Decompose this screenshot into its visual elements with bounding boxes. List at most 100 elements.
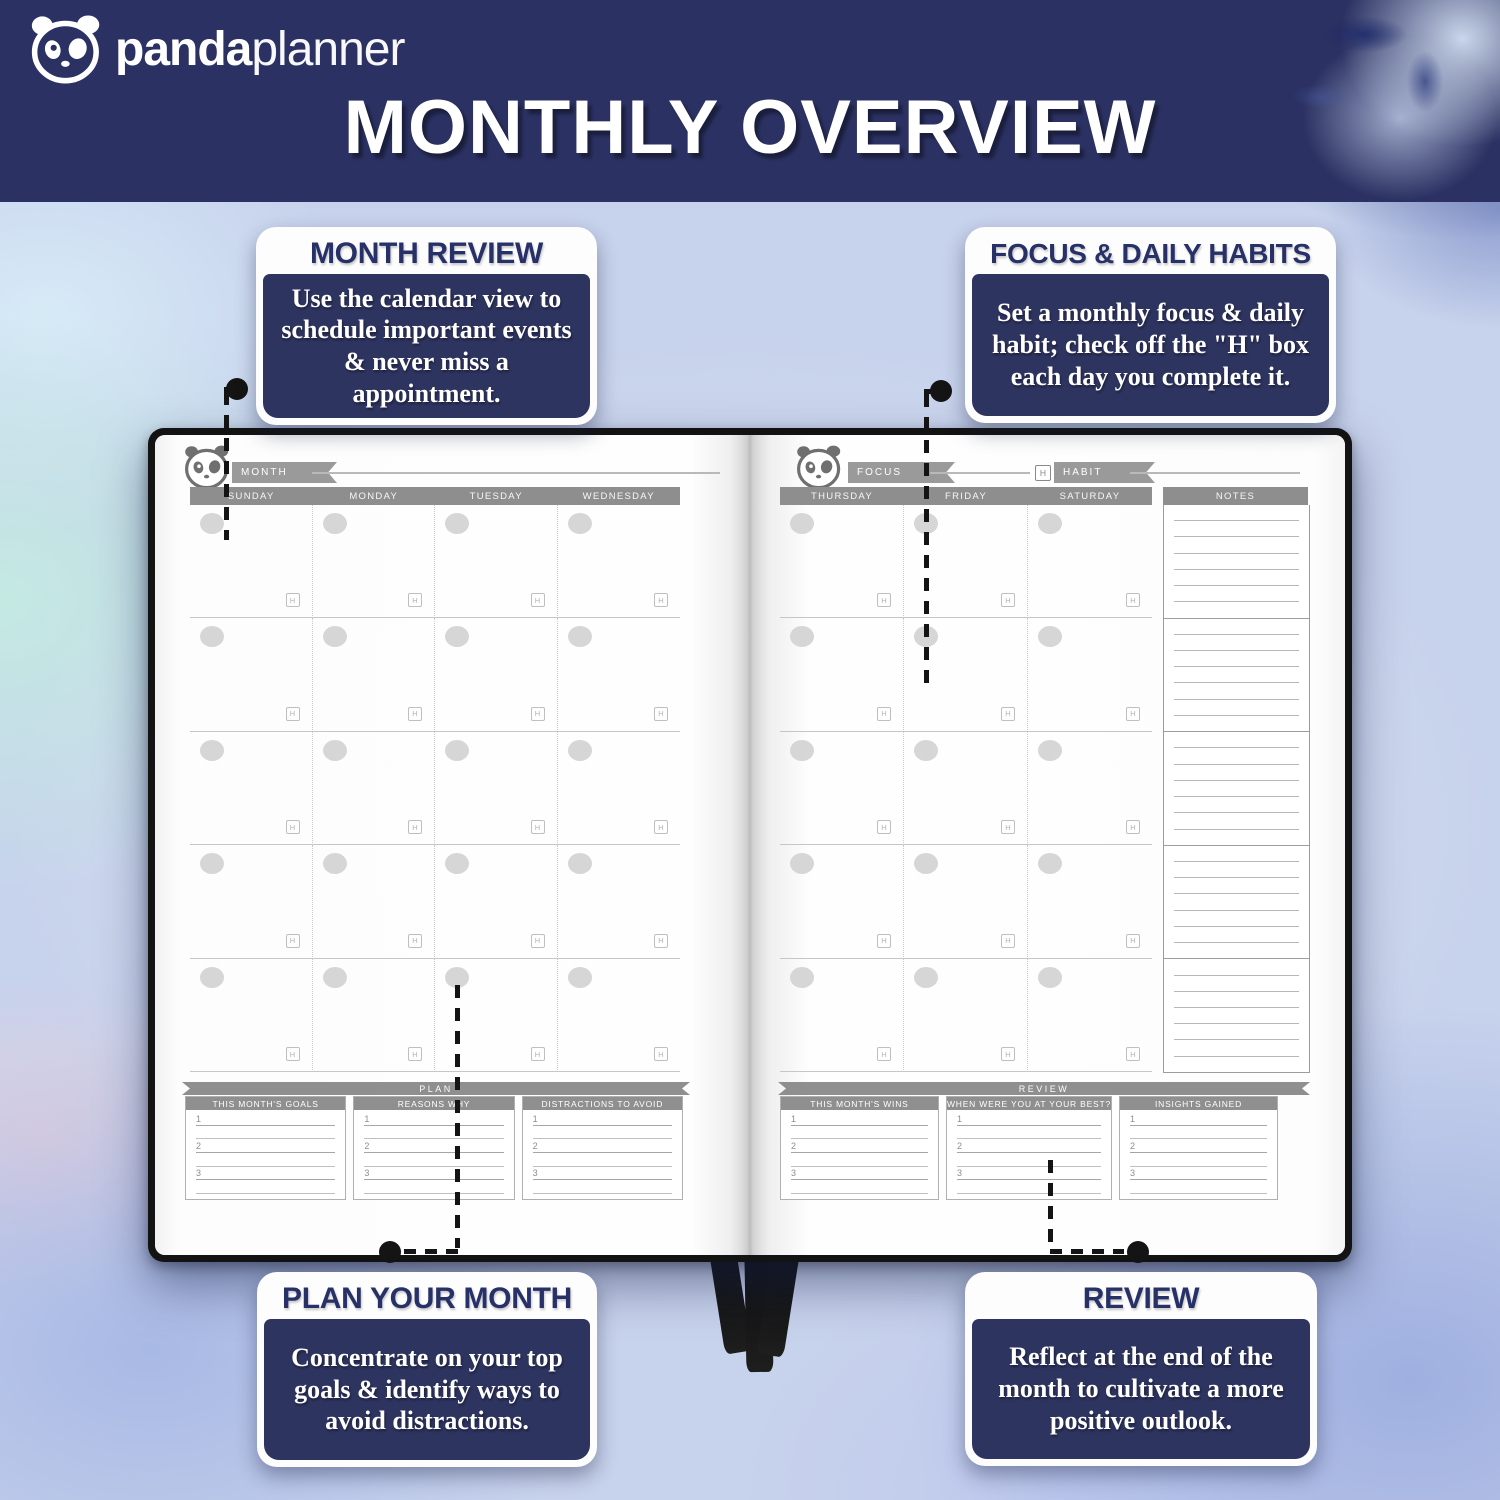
habit-ribbon: HABIT bbox=[1054, 462, 1155, 483]
habit-checkbox: H bbox=[408, 933, 422, 948]
notes-line bbox=[1174, 893, 1299, 895]
callout-review: REVIEW Reflect at the end of the month t… bbox=[965, 1272, 1317, 1466]
notes-line bbox=[1174, 666, 1299, 668]
notes-line bbox=[1174, 568, 1299, 570]
habit-checkbox: H bbox=[1126, 1047, 1140, 1061]
habit-checkbox: H bbox=[1001, 706, 1015, 721]
notes-line bbox=[1174, 698, 1299, 700]
callout-body: Reflect at the end of the month to culti… bbox=[972, 1319, 1310, 1459]
calendar-day-cell: H bbox=[435, 505, 558, 619]
ribbon-rule-line bbox=[312, 472, 720, 474]
date-circle bbox=[914, 853, 938, 875]
notes-header: NOTES bbox=[1163, 487, 1308, 505]
wordmark-bold: panda bbox=[115, 22, 252, 76]
date-circle bbox=[790, 513, 814, 534]
callout-focus-daily-habits: FOCUS & DAILY HABITS Set a monthly focus… bbox=[965, 227, 1336, 423]
blank-line bbox=[956, 1180, 1102, 1195]
calendar-day-cell: H bbox=[1028, 959, 1152, 1072]
notes-line bbox=[1174, 779, 1299, 781]
blank-line bbox=[364, 1153, 504, 1167]
calendar-day-cell: H bbox=[1028, 732, 1152, 846]
notes-section bbox=[1164, 846, 1309, 960]
date-circle bbox=[322, 626, 347, 648]
date-circle bbox=[322, 739, 347, 761]
connector-dot bbox=[1127, 1241, 1149, 1263]
day-label: MONDAY bbox=[349, 490, 399, 502]
calendar-day-cell: H bbox=[904, 731, 1028, 846]
calendar-day-cell: H bbox=[780, 845, 904, 959]
connector-dash bbox=[1050, 1249, 1124, 1254]
blank-line bbox=[791, 1180, 928, 1195]
habit-checkbox: H bbox=[654, 933, 668, 948]
day-label: TUESDAY bbox=[469, 490, 523, 502]
date-circle bbox=[790, 853, 814, 875]
blank-line bbox=[1130, 1153, 1267, 1167]
day-header-right: THURSDAY FRIDAY SATURDAY bbox=[780, 487, 1152, 505]
notes-section bbox=[1164, 959, 1309, 1072]
notes-line bbox=[1174, 990, 1299, 992]
calendar-day-cell: H bbox=[780, 618, 904, 732]
calendar-day-cell: H bbox=[435, 731, 558, 846]
numbered-line: 1 bbox=[364, 1112, 504, 1126]
habit-checkbox: H bbox=[1126, 706, 1140, 721]
calendar-day-cell: H bbox=[557, 618, 680, 732]
date-circle bbox=[322, 966, 347, 988]
calendar-day-cell: H bbox=[312, 618, 435, 732]
connector-dash bbox=[224, 387, 238, 392]
date-circle bbox=[200, 513, 224, 534]
list-box-title: WHEN WERE YOU AT YOUR BEST? bbox=[946, 1097, 1112, 1110]
list-box: THIS MONTH'S GOALS 1 2 3 bbox=[185, 1096, 347, 1200]
date-circle bbox=[790, 626, 814, 648]
habit-checkbox: H bbox=[530, 933, 545, 948]
calendar-day-cell: H bbox=[312, 505, 435, 619]
habit-checkbox: H bbox=[654, 593, 668, 608]
habit-checkbox: H bbox=[877, 593, 891, 608]
notes-section bbox=[1164, 619, 1309, 733]
notes-line bbox=[1174, 633, 1299, 635]
date-circle bbox=[790, 739, 814, 761]
notes-line bbox=[1174, 763, 1299, 765]
notes-section bbox=[1164, 732, 1309, 846]
list-box: REASONS WHY 1 2 3 bbox=[353, 1096, 515, 1200]
panda-face-icon bbox=[797, 445, 841, 490]
numbered-line: 1 bbox=[791, 1112, 928, 1126]
notes-line bbox=[1174, 974, 1299, 976]
list-box-body: 1 2 3 bbox=[1120, 1110, 1277, 1199]
habit-checkbox: H bbox=[408, 820, 422, 835]
blank-line bbox=[532, 1153, 672, 1167]
connector-dash bbox=[224, 392, 229, 540]
blank-line bbox=[196, 1180, 336, 1195]
calendar-day-cell: H bbox=[904, 845, 1028, 959]
numbered-line: 1 bbox=[196, 1112, 336, 1126]
numbered-line: 3 bbox=[196, 1167, 336, 1181]
day-label: FRIDAY bbox=[945, 490, 987, 502]
habit-checkbox: H bbox=[408, 1047, 422, 1061]
habit-checkbox: H bbox=[654, 820, 668, 835]
date-circle bbox=[200, 626, 224, 648]
blank-line bbox=[791, 1126, 928, 1140]
list-box-body: 1 2 3 bbox=[186, 1110, 345, 1199]
habit-checkbox: H bbox=[530, 706, 545, 721]
habit-checkbox: H bbox=[877, 933, 891, 948]
calendar-day-cell: H bbox=[435, 618, 558, 732]
connector-dot bbox=[930, 380, 952, 402]
list-box: WHEN WERE YOU AT YOUR BEST? 1 2 3 bbox=[945, 1096, 1113, 1200]
notes-line bbox=[1174, 877, 1299, 879]
connector-dash bbox=[455, 985, 460, 1248]
notes-line bbox=[1174, 1023, 1299, 1025]
calendar-day-cell: H bbox=[904, 618, 1028, 732]
date-circle bbox=[914, 966, 938, 988]
notes-section bbox=[1164, 505, 1309, 619]
habit-checkbox: H bbox=[877, 1047, 891, 1061]
date-circle bbox=[1038, 853, 1062, 875]
list-box-title: INSIGHTS GAINED bbox=[1120, 1097, 1277, 1110]
callout-month-review: MONTH REVIEW Use the calendar view to sc… bbox=[256, 227, 597, 425]
numbered-line: 2 bbox=[1130, 1139, 1267, 1154]
list-box-body: 1 2 3 bbox=[354, 1110, 513, 1199]
ribbon-rule-line bbox=[930, 472, 1030, 474]
callout-body: Use the calendar view to schedule import… bbox=[263, 274, 590, 418]
calendar-day-cell: H bbox=[190, 618, 313, 732]
blank-line bbox=[364, 1126, 504, 1140]
